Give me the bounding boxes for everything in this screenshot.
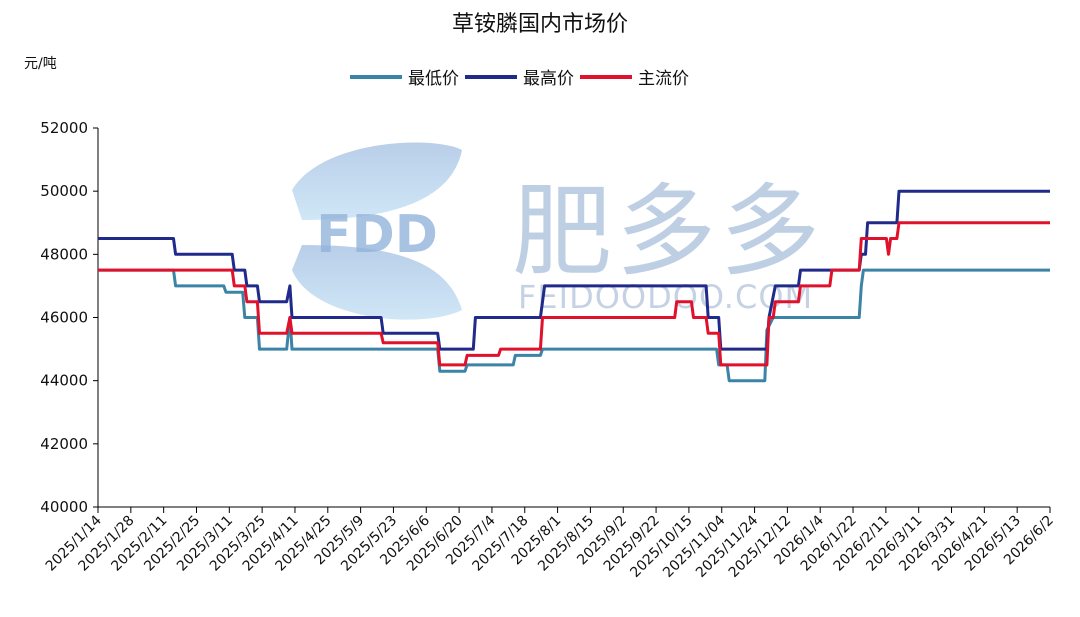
legend-swatch-min: [350, 74, 402, 79]
y-tick-label: 46000: [40, 309, 88, 327]
legend-label-max: 最高价: [523, 69, 574, 89]
y-tick-label: 52000: [40, 119, 88, 137]
y-axis-unit-label: 元/吨: [24, 56, 57, 72]
watermark-logo-text: FDD: [316, 205, 438, 265]
y-tick-label: 40000: [40, 498, 88, 516]
legend-item-min: 最低价: [350, 64, 459, 89]
chart-legend: 最低价 最高价 主流价: [350, 64, 695, 89]
legend-swatch-main: [580, 74, 632, 79]
y-tick-label: 50000: [40, 182, 88, 200]
legend-item-main: 主流价: [580, 64, 689, 89]
y-tick-label: 42000: [40, 435, 88, 453]
legend-label-main: 主流价: [638, 69, 689, 89]
watermark-brand: 肥多多: [512, 173, 824, 290]
y-tick-label: 48000: [40, 245, 88, 263]
chart-title: 草铵膦国内市场价: [451, 12, 628, 37]
legend-label-min: 最低价: [408, 69, 459, 89]
legend-swatch-max: [465, 74, 517, 79]
watermark-logo: FDD: [292, 142, 462, 320]
watermark-url: FEIDOODOO.COM: [518, 278, 814, 316]
legend-item-max: 最高价: [465, 64, 574, 89]
series-line-main: [98, 221, 1050, 367]
y-tick-label: 44000: [40, 372, 88, 390]
series-line-min: [98, 268, 1050, 383]
